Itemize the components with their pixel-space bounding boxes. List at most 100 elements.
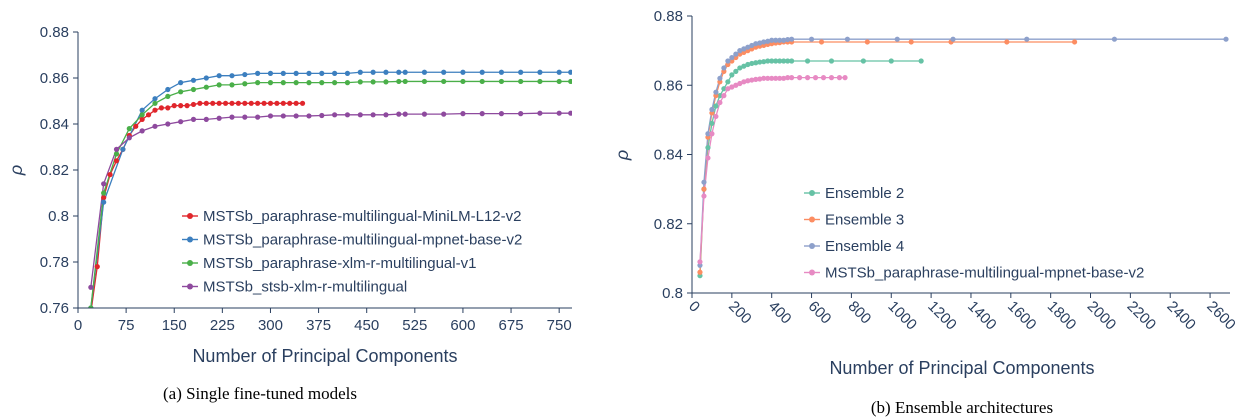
chart-b-series-3-point <box>785 75 791 81</box>
chart-a-series-3-point <box>441 111 447 117</box>
chart-b-series-2-point <box>757 40 763 46</box>
chart-a-series-3-point <box>396 111 402 117</box>
chart-a-series-0-point <box>216 100 222 106</box>
chart-b-series-3-point <box>804 75 811 81</box>
chart-a-series-0-point <box>261 100 267 106</box>
chart-a-series-1-point <box>396 69 402 75</box>
chart-a-series-1-point <box>216 73 222 79</box>
chart-a-legend-label: MSTSb_paraphrase-multilingual-mpnet-base… <box>203 232 522 249</box>
chart-a-series-3-point <box>203 116 209 122</box>
chart-b-series-3-point <box>836 75 843 81</box>
chart-b-series-0-point <box>733 68 739 74</box>
chart-b-series-3-point <box>741 79 747 85</box>
chart-b-series-2-point <box>705 131 711 137</box>
chart-a-series-1-point <box>242 71 248 78</box>
chart-b-series-3-point <box>769 75 775 81</box>
chart-a-x-tick-label: 675 <box>499 317 524 334</box>
chart-b-series-3-point <box>842 75 848 81</box>
chart-a-series-2-point <box>568 78 572 85</box>
chart-a-x-tick-label: 0 <box>74 317 82 334</box>
chart-a-series-0-point <box>152 107 158 113</box>
chart-b-series-3-point <box>705 155 711 161</box>
chart-a-series-3-point <box>537 110 543 116</box>
chart-b-series-2-point <box>808 36 815 42</box>
chart-b-x-tick-label: 600 <box>805 298 835 328</box>
chart-b-y-tick-label: 0.84 <box>654 147 683 164</box>
chart-b-x-tick-label: 1200 <box>924 298 960 334</box>
chart-a-series-1-point <box>441 69 447 75</box>
chart-b-series-0-point <box>765 58 771 64</box>
chart-a-caption: (a) Single fine-tuned models <box>163 384 357 403</box>
chart-a-series-1-point <box>421 69 428 75</box>
chart-a-series-points <box>88 69 572 308</box>
chart-b-series-2-point <box>781 37 787 43</box>
chart-a-series-0-point <box>299 100 306 106</box>
chart-a-series-0-point <box>242 100 248 106</box>
chart-b-legend-label: Ensemble 3 <box>825 212 904 229</box>
chart-a-y-tick-label: 0.84 <box>40 116 69 133</box>
chart-b-series-2-point <box>737 48 743 54</box>
chart-b-series-0-point <box>761 59 767 65</box>
chart-b: 0.8 0.82 0.84 0.86 0.88 0 200 400 600 800 1000 120… <box>612 8 1239 417</box>
chart-a-series-3-point <box>344 112 351 118</box>
chart-b-legend-label: Ensemble 2 <box>825 185 904 202</box>
chart-b-legend-label: Ensemble 4 <box>825 238 904 255</box>
chart-a-series-3-point <box>190 116 197 122</box>
chart-b-series-2-point <box>741 46 747 52</box>
chart-b-series-line-3 <box>699 76 846 262</box>
chart-a-series-3-point <box>402 111 408 117</box>
chart-a-series-1-point <box>280 70 286 76</box>
chart-a-series-2-point <box>370 79 376 85</box>
chart-b-series-2-point <box>785 36 791 43</box>
chart-a-series-1-point <box>568 69 572 75</box>
chart-a-series-1-point <box>556 69 562 75</box>
chart-b-series-3-point <box>781 75 787 81</box>
chart-a-y-tick-label: 0.78 <box>40 254 69 271</box>
chart-a-series-3-point <box>178 119 184 125</box>
chart-b-legend-label: MSTSb_paraphrase-multilingual-mpnet-base… <box>825 265 1144 282</box>
chart-a-series-1-point <box>293 70 299 76</box>
chart-b-series-2-point <box>765 38 771 44</box>
chart-a-x-tick-label: 525 <box>402 317 427 334</box>
chart-a-series-3-point <box>498 111 505 117</box>
chart-a-legend-swatch-marker <box>187 236 193 243</box>
chart-b-series-1-point <box>908 39 914 45</box>
chart-a-series-1-point <box>498 69 505 75</box>
chart-b-series-1-point <box>864 39 870 45</box>
chart-b-series-2-point <box>733 51 739 57</box>
chart-a-series-3-point <box>88 284 94 290</box>
chart-b-x-tick-label: 0 <box>685 298 703 316</box>
chart-b-series-3-point <box>733 82 739 88</box>
chart-a-series-0-point <box>94 264 100 270</box>
chart-a-legend: MSTSb_paraphrase-multilingual-MiniLM-L12… <box>182 208 522 296</box>
chart-b-series-0-point <box>729 72 735 78</box>
chart-b-series-0-point <box>777 58 783 64</box>
chart-a-series-0-point <box>107 172 113 178</box>
chart-a-series-3-point <box>383 112 389 118</box>
chart-a-series-line-1 <box>90 71 571 308</box>
chart-b-series-2-point <box>773 37 779 43</box>
chart-a-series-3-point <box>518 111 524 117</box>
chart-b-series-3-point <box>737 80 743 87</box>
chart-a-series-2-point <box>190 86 197 93</box>
chart-a-series-2-point <box>242 81 248 87</box>
chart-a-series-0-point <box>133 123 139 129</box>
chart-b-series-3-point <box>757 76 763 82</box>
chart-b-series-3-point <box>729 84 735 90</box>
chart-a: 0.76 0.78 0.8 0.82 0.84 0.86 0.88 0 75 150 225 300… <box>6 24 572 403</box>
chart-a-series-3-point <box>152 123 158 129</box>
chart-b-x-tick-label: 400 <box>765 298 795 328</box>
chart-a-series-0-point <box>178 103 184 109</box>
chart-a-series-0-point <box>101 195 107 201</box>
chart-a-series-1-point <box>229 73 235 79</box>
chart-a-x-tick-label: 150 <box>162 317 187 334</box>
chart-b-caption: (b) Ensemble architectures <box>871 398 1053 417</box>
chart-b-series-0-point <box>749 60 755 67</box>
chart-a-y-tick-label: 0.8 <box>48 208 69 225</box>
chart-a-series-3-point <box>357 112 363 118</box>
chart-b-y-ticks: 0.8 0.82 0.84 0.86 0.88 <box>654 8 692 302</box>
chart-a-series-1-point <box>332 70 338 76</box>
chart-a-series-3-point <box>293 113 299 119</box>
chart-a-series-0-point <box>113 158 120 164</box>
chart-b-x-tick-label: 2600 <box>1203 298 1239 334</box>
